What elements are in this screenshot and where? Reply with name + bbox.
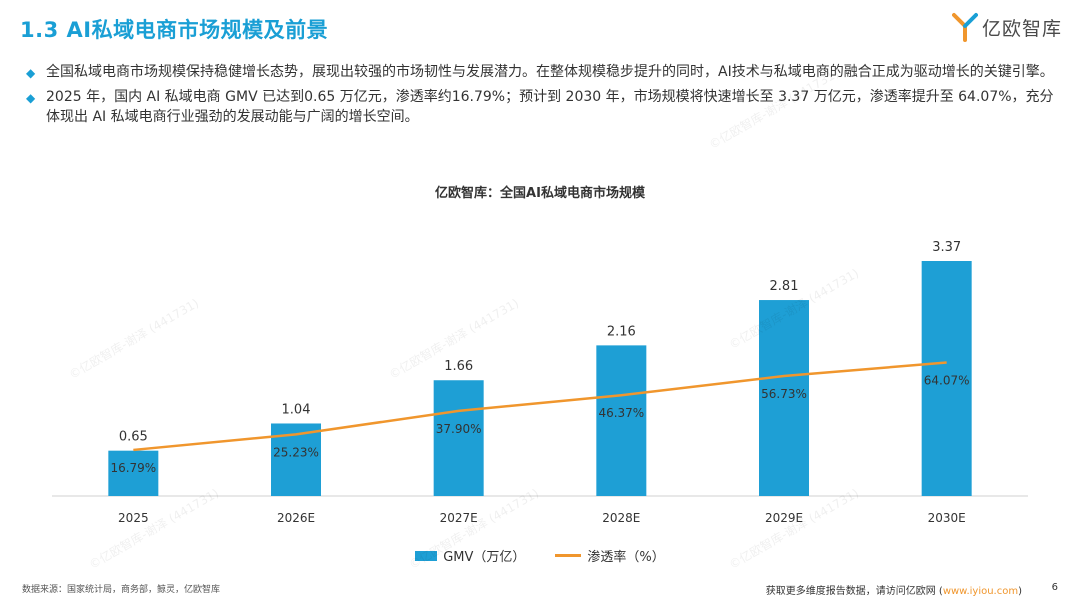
x-tick-label: 2025 bbox=[118, 511, 149, 525]
x-tick-label: 2026E bbox=[277, 511, 315, 525]
footer-visit: 获取更多维度报告数据，请访问亿欧网 (www.iyiou.com) bbox=[766, 582, 1022, 597]
footer-visit-suffix: ) bbox=[1018, 586, 1022, 597]
line-value-label: 25.23% bbox=[273, 445, 319, 459]
bar-gmv bbox=[921, 261, 972, 496]
bar-value-label: 1.66 bbox=[444, 359, 473, 374]
line-value-label: 64.07% bbox=[924, 373, 970, 387]
bar-value-label: 0.65 bbox=[119, 430, 148, 445]
bar-value-label: 2.16 bbox=[607, 324, 636, 339]
chart-legend: GMV（万亿） 渗透率（%） bbox=[0, 546, 1080, 565]
diamond-bullet-icon: ◆ bbox=[26, 91, 36, 105]
footer-visit-prefix: 获取更多维度报告数据，请访问亿欧网 ( bbox=[765, 586, 943, 597]
legend-label-penetration: 渗透率（%） bbox=[587, 550, 665, 565]
legend-item-penetration: 渗透率（%） bbox=[555, 546, 665, 565]
bar-gmv bbox=[596, 345, 647, 496]
line-value-label: 16.79% bbox=[110, 461, 156, 475]
page-title: 1.3 AI私域电商市场规模及前景 bbox=[20, 18, 329, 42]
line-value-label: 56.73% bbox=[761, 387, 807, 401]
bullet-list: ◆ 全国私域电商市场规模保持稳健增长态势，展现出较强的市场韧性与发展潜力。在整体… bbox=[26, 62, 1058, 131]
footer-link[interactable]: www.iyiou.com bbox=[942, 586, 1019, 597]
bullet-item: ◆ 2025 年，国内 AI 私域电商 GMV 已达到0.65 万亿元，渗透率约… bbox=[26, 87, 1058, 127]
line-value-label: 46.37% bbox=[598, 406, 644, 420]
logo: 亿欧智库 bbox=[951, 12, 1062, 42]
line-value-label: 37.90% bbox=[436, 422, 482, 436]
legend-swatch-line bbox=[555, 554, 582, 557]
bar-gmv bbox=[108, 450, 159, 496]
x-tick-label: 2028E bbox=[602, 511, 640, 525]
line-penetration bbox=[133, 361, 947, 452]
legend-label-gmv: GMV（万亿） bbox=[443, 550, 526, 565]
x-tick-label: 2030E bbox=[928, 511, 966, 525]
bar-value-label: 1.04 bbox=[282, 402, 311, 417]
x-tick-label: 2027E bbox=[440, 511, 478, 525]
x-tick-label: 2029E bbox=[765, 511, 803, 525]
chart-title: 亿欧智库：全国AI私域电商市场规模 bbox=[435, 186, 645, 201]
bar-value-label: 2.81 bbox=[770, 279, 799, 294]
bullet-item: ◆ 全国私域电商市场规模保持稳健增长态势，展现出较强的市场韧性与发展潜力。在整体… bbox=[26, 62, 1058, 83]
yiou-logo-icon bbox=[951, 13, 978, 42]
logo-text: 亿欧智库 bbox=[981, 17, 1062, 40]
bar-gmv bbox=[433, 380, 484, 496]
bar-value-label: 3.37 bbox=[932, 240, 961, 255]
bullet-text: 2025 年，国内 AI 私域电商 GMV 已达到0.65 万亿元，渗透率约16… bbox=[46, 89, 1054, 125]
bullet-text: 全国私域电商市场规模保持稳健增长态势，展现出较强的市场韧性与发展潜力。在整体规模… bbox=[46, 64, 1054, 80]
data-source: 数据来源：国家统计局，商务部，鲸灵，亿欧智库 bbox=[22, 585, 221, 595]
bar-gmv bbox=[759, 300, 809, 496]
page-number: 6 bbox=[1051, 582, 1058, 593]
diamond-bullet-icon: ◆ bbox=[26, 66, 36, 80]
legend-swatch-bar bbox=[415, 550, 438, 561]
legend-item-gmv: GMV（万亿） bbox=[415, 546, 525, 565]
